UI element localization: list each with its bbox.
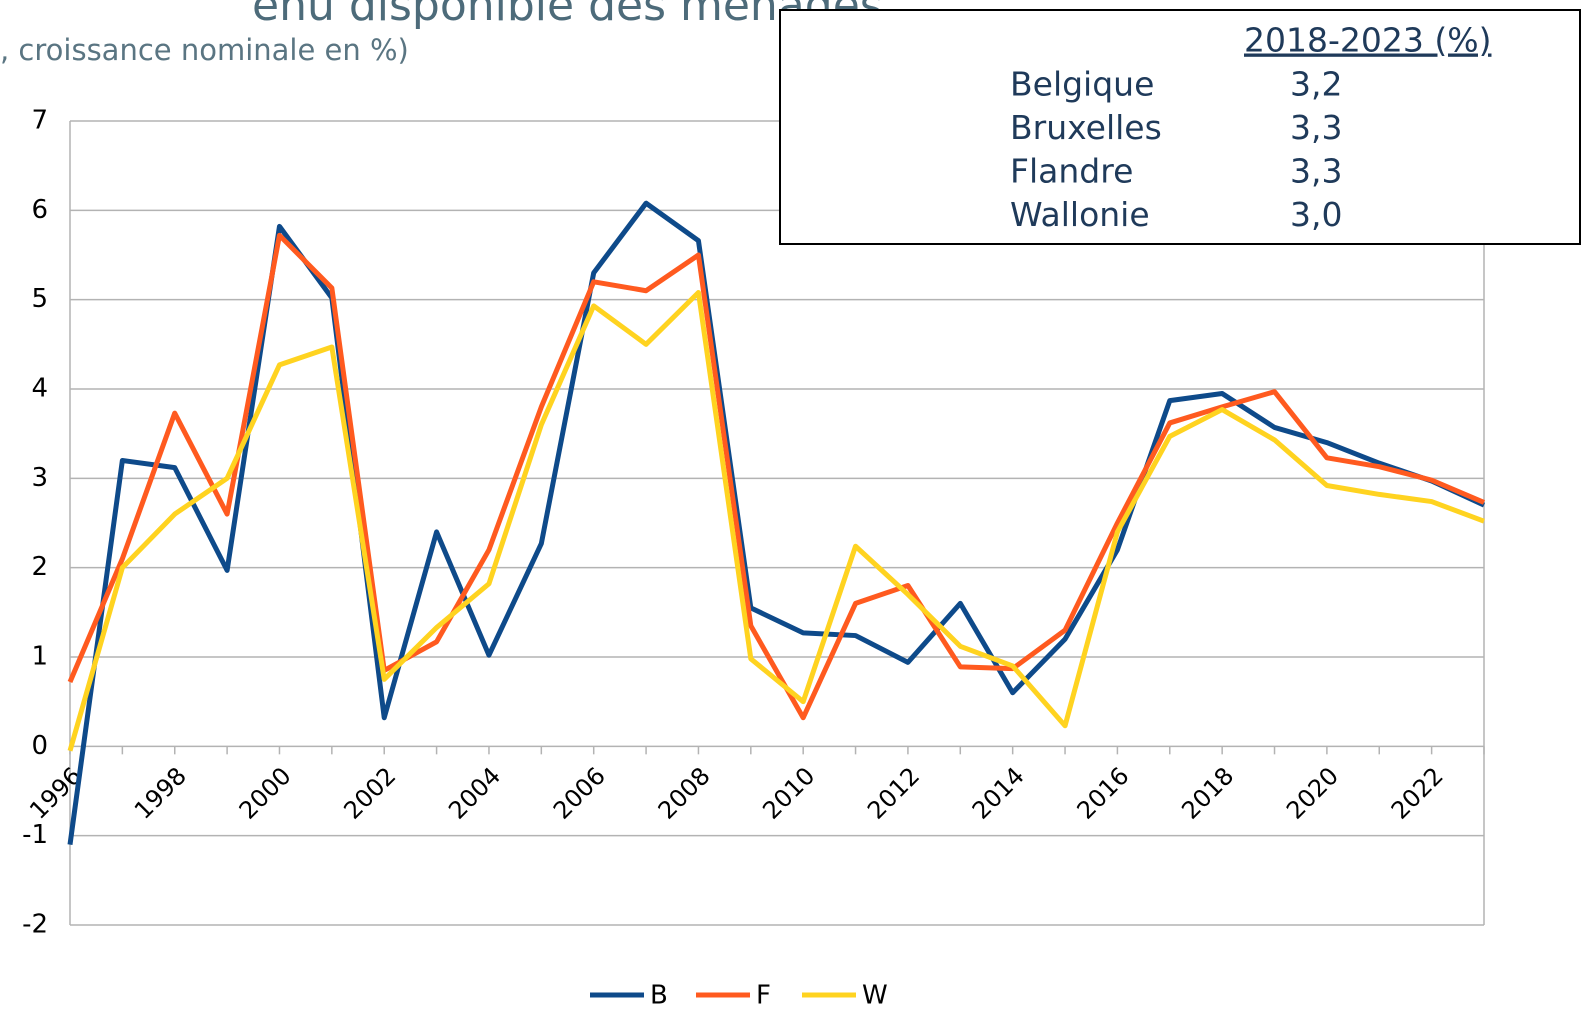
x-tick-label: 2014 [967, 762, 1030, 825]
legend-label: F [756, 981, 771, 1011]
row-value: 3,2 [1290, 65, 1342, 104]
row-value: 3,3 [1290, 108, 1342, 147]
x-tick-label: 2012 [862, 762, 925, 825]
chart-subtitle: , croissance nominale en %) [0, 33, 409, 67]
y-tick-label: 6 [31, 195, 48, 225]
y-tick-label: 1 [31, 642, 48, 672]
x-tick-label: 2010 [757, 762, 820, 825]
y-tick-label: 4 [31, 374, 48, 404]
x-tick-label: 2020 [1281, 762, 1344, 825]
legend-label: W [862, 981, 888, 1011]
x-tick-label: 2016 [1072, 762, 1135, 825]
x-tick-label: 2000 [234, 762, 297, 825]
series-line [67, 232, 1485, 721]
x-tick-label: 2002 [338, 762, 401, 825]
x-tick-label: 2022 [1386, 762, 1449, 825]
chart-title: enu disponible des ménages [252, 0, 883, 31]
table-box [779, 9, 1581, 245]
x-tick-label: 2008 [653, 762, 716, 825]
y-tick-label: 3 [31, 463, 48, 493]
x-tick-label: 2006 [548, 762, 611, 825]
y-tick-label: 0 [31, 731, 48, 761]
x-tick-label: 2004 [443, 762, 506, 825]
x-tick-label: 2018 [1176, 762, 1239, 825]
y-tick-label: 5 [31, 284, 48, 314]
row-label: Bruxelles [1010, 108, 1162, 147]
y-tick-label: 7 [31, 106, 48, 136]
row-value: 3,0 [1290, 195, 1342, 234]
table-rows: Belgique 3,2 Bruxelles 3,3 Flandre 3,3 Walloni… [1010, 65, 1342, 235]
row-label: Belgique [1010, 65, 1154, 104]
y-tick-label: 2 [31, 552, 48, 582]
y-tick-label: -1 [22, 820, 48, 850]
series-line [67, 290, 1485, 752]
table-header: 2018-2023 (%) [1244, 21, 1491, 60]
row-value: 3,3 [1290, 152, 1342, 191]
row-label: Wallonie [1010, 195, 1150, 234]
x-tick-label: 1998 [129, 762, 192, 825]
row-label: Flandre [1010, 152, 1133, 191]
legend-label: B [650, 981, 668, 1011]
y-tick-label: -2 [22, 910, 48, 940]
